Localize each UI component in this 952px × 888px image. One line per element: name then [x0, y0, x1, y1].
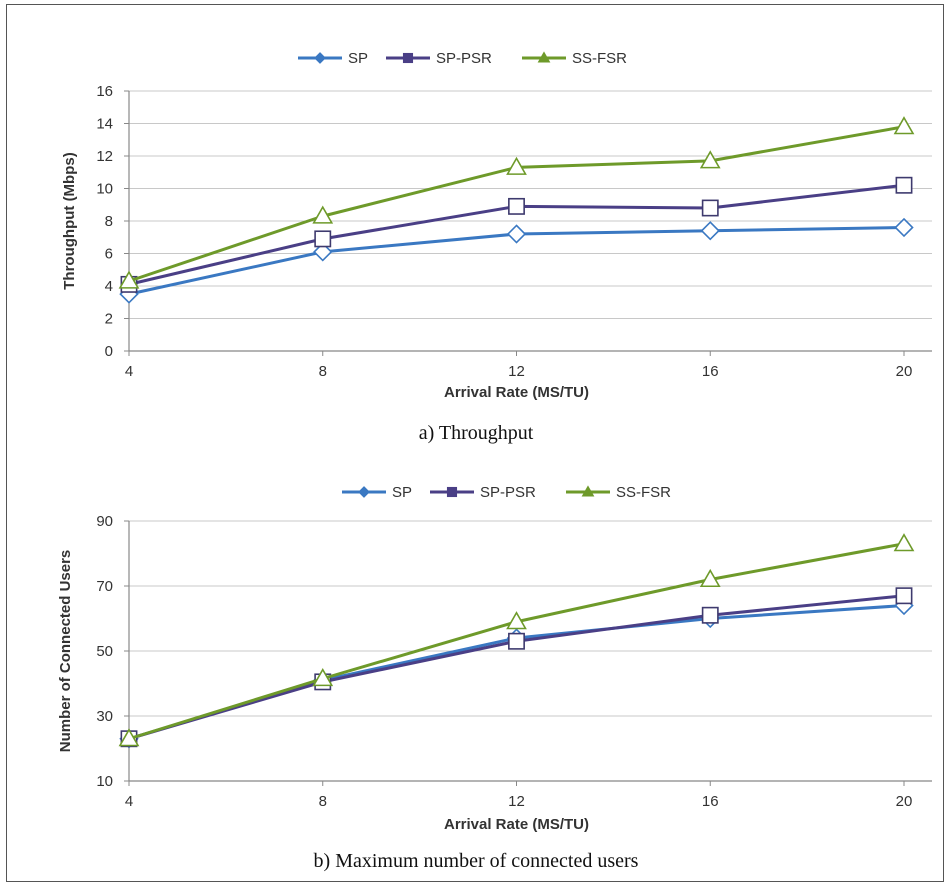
y-tick-label: 0	[105, 343, 113, 360]
data-point-ss-fsr	[699, 150, 721, 169]
legend-label-ss-fsr: SS-FSR	[616, 484, 671, 501]
x-tick-label: 8	[319, 363, 327, 380]
legend-marker-ss-fsr	[581, 485, 595, 497]
y-tick-label: 12	[96, 148, 113, 165]
chart-connected-users-x-axis-title: Arrival Rate (MS/TU)	[444, 816, 589, 833]
data-point-ss-fsr	[699, 568, 721, 588]
legend-label-sp-psr: SP-PSR	[480, 484, 536, 501]
legend-label-sp-psr: SP-PSR	[436, 50, 492, 67]
data-point-ss-fsr	[118, 728, 140, 747]
x-tick-label: 8	[319, 793, 327, 810]
y-tick-label: 6	[105, 246, 113, 263]
chart-throughput-caption: a) Throughput	[419, 422, 534, 444]
x-tick-label: 20	[896, 793, 913, 810]
chart-throughput: 0 2 4 6 8 10 12 14 16 4 8 12 16 20 SP SP-PSR SS-FSR Arr…	[61, 50, 932, 444]
y-tick-label: 50	[96, 643, 113, 660]
chart-connected-users-y-axis-title: Number of Connected Users	[57, 550, 74, 753]
legend-label-sp: SP	[392, 484, 412, 501]
x-tick-label: 12	[508, 363, 525, 380]
data-point-sp-psr	[701, 606, 719, 624]
chart-connected-users-series	[118, 533, 915, 749]
x-tick-label: 16	[702, 363, 719, 380]
legend-marker-sp-psr	[446, 486, 458, 498]
y-tick-label: 10	[96, 773, 113, 790]
y-tick-label: 8	[105, 213, 113, 230]
data-point-ss-fsr	[506, 156, 527, 175]
data-point-ss-fsr	[118, 270, 140, 289]
chart-connected-users-axes: 10 30 50 70 90 4 8 12 16 20	[96, 513, 932, 810]
data-point-sp-psr	[508, 197, 525, 215]
y-tick-label: 16	[96, 83, 113, 100]
x-tick-label: 4	[125, 363, 133, 380]
figure-frame	[6, 4, 944, 882]
data-point-ss-fsr	[893, 116, 915, 135]
y-tick-label: 4	[105, 278, 113, 295]
data-point-sp-psr	[314, 230, 332, 248]
legend-marker-sp	[358, 486, 370, 498]
y-tick-label: 2	[105, 311, 113, 328]
data-point-ss-fsr	[893, 533, 915, 552]
y-tick-label: 30	[96, 708, 113, 725]
data-point-sp-psr	[895, 176, 913, 194]
chart-connected-users-legend: SP SP-PSR SS-FSR	[342, 484, 671, 501]
data-point-ss-fsr	[312, 205, 334, 224]
data-point-sp	[313, 242, 333, 262]
y-tick-label: 90	[96, 513, 113, 530]
data-point-ss-fsr	[506, 611, 527, 630]
x-tick-label: 20	[896, 363, 913, 380]
data-point-ss-fsr	[312, 668, 334, 687]
x-tick-label: 12	[508, 793, 525, 810]
data-point-sp	[894, 217, 914, 238]
legend-marker-sp	[314, 52, 326, 64]
chart-throughput-legend: SP SP-PSR SS-FSR	[298, 50, 627, 67]
legend-marker-ss-fsr	[537, 51, 551, 63]
chart-connected-users: 10 30 50 70 90 4 8 12 16 20 SP SP-PSR SS-FSR Arriva…	[57, 484, 932, 872]
data-point-sp	[506, 224, 527, 244]
y-tick-label: 70	[96, 578, 113, 595]
y-tick-label: 10	[96, 181, 113, 198]
data-point-sp-psr	[508, 632, 525, 650]
x-tick-label: 16	[702, 793, 719, 810]
chart-throughput-series	[118, 116, 915, 304]
chart-throughput-axes: 0 2 4 6 8 10 12 14 16 4 8 12 16 20	[96, 83, 932, 380]
chart-connected-users-caption: b) Maximum number of connected users	[314, 850, 639, 872]
legend-marker-sp-psr	[402, 52, 414, 64]
data-point-sp-psr	[701, 199, 719, 217]
y-tick-label: 14	[96, 116, 113, 133]
data-point-sp-psr	[895, 587, 913, 605]
legend-label-ss-fsr: SS-FSR	[572, 50, 627, 67]
chart-throughput-y-axis-title: Throughput (Mbps)	[61, 152, 78, 289]
chart-connected-users-grid	[129, 520, 932, 717]
chart-throughput-x-axis-title: Arrival Rate (MS/TU)	[444, 384, 589, 401]
chart-throughput-grid	[129, 90, 932, 319]
legend-label-sp: SP	[348, 50, 368, 67]
data-point-sp	[700, 221, 720, 241]
x-tick-label: 4	[125, 793, 133, 810]
